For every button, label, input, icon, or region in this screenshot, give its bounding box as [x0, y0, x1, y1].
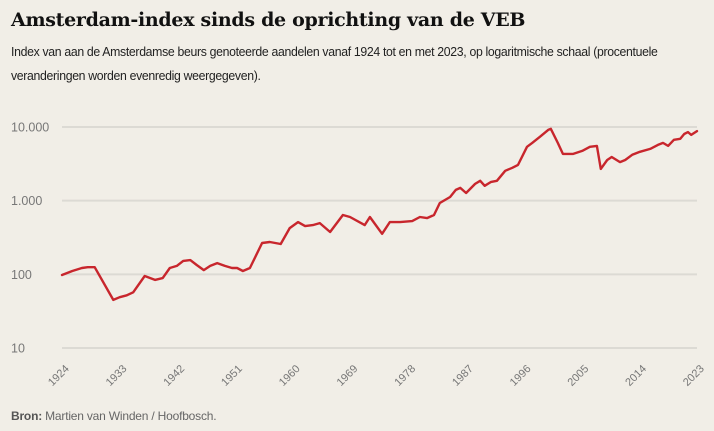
y-tick-label: 10.000	[11, 121, 49, 135]
y-tick-label: 1.000	[11, 194, 42, 208]
y-axis-ticks: 10.000 1.000 100 10	[11, 121, 49, 356]
x-tick-label: 2005	[566, 363, 592, 389]
x-axis-ticks: 1924 1933 1942 1951 1960 1969 1978 1987 1996 2005…	[46, 363, 707, 389]
x-tick-label: 1951	[219, 363, 245, 389]
chart-subtitle: Index van aan de Amsterdamse beurs genot…	[11, 44, 658, 83]
source-note: Bron: Martien van Winden / Hoofbosch.	[11, 409, 217, 423]
series-lines	[60, 127, 699, 302]
x-tick-label: 2023	[681, 363, 707, 389]
x-tick-label: 1978	[392, 363, 418, 389]
source-label: Bron:	[11, 409, 42, 423]
x-tick-label: 1987	[450, 363, 476, 389]
x-tick-label: 1933	[104, 363, 130, 389]
x-tick-label: 1969	[335, 363, 361, 389]
y-tick-label: 100	[11, 268, 32, 282]
chart-title: Amsterdam-index sinds de oprichting van …	[11, 9, 526, 31]
gridlines	[62, 126, 697, 349]
series-line	[60, 127, 699, 302]
x-tick-label: 2014	[623, 363, 649, 389]
x-tick-label: 1942	[161, 363, 187, 389]
x-tick-label: 1996	[508, 363, 534, 389]
x-tick-label: 1960	[277, 363, 303, 389]
y-tick-label: 10	[11, 342, 25, 356]
source-text: Martien van Winden / Hoofbosch.	[42, 409, 217, 423]
x-tick-label: 1924	[46, 363, 72, 389]
